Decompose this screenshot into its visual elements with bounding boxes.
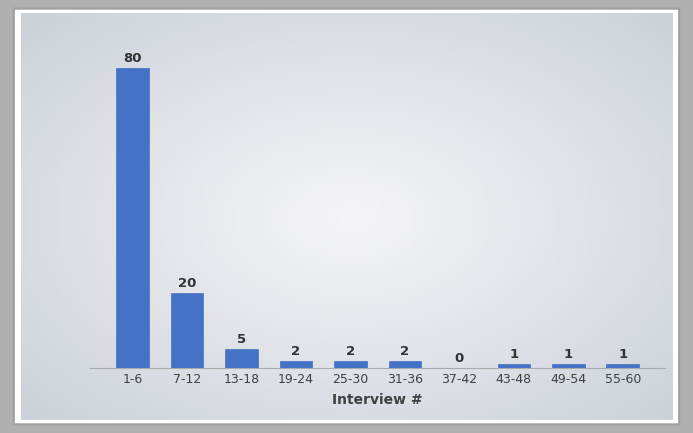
Text: 1: 1 (564, 348, 573, 361)
Text: 2: 2 (292, 345, 301, 358)
Text: 1: 1 (509, 348, 518, 361)
X-axis label: Interview #: Interview # (333, 393, 423, 407)
Bar (389, 361, 421, 368)
Bar (225, 349, 258, 368)
Text: 1: 1 (618, 348, 627, 361)
Text: 0: 0 (455, 352, 464, 365)
Text: 5: 5 (237, 333, 246, 346)
Bar (606, 364, 639, 368)
Text: 2: 2 (346, 345, 355, 358)
Bar (170, 293, 203, 368)
Text: 2: 2 (401, 345, 410, 358)
Bar (116, 68, 149, 368)
Bar (498, 364, 530, 368)
Bar (552, 364, 585, 368)
Bar (280, 361, 313, 368)
Text: 80: 80 (123, 52, 142, 65)
Text: 20: 20 (178, 277, 196, 290)
Bar (334, 361, 367, 368)
